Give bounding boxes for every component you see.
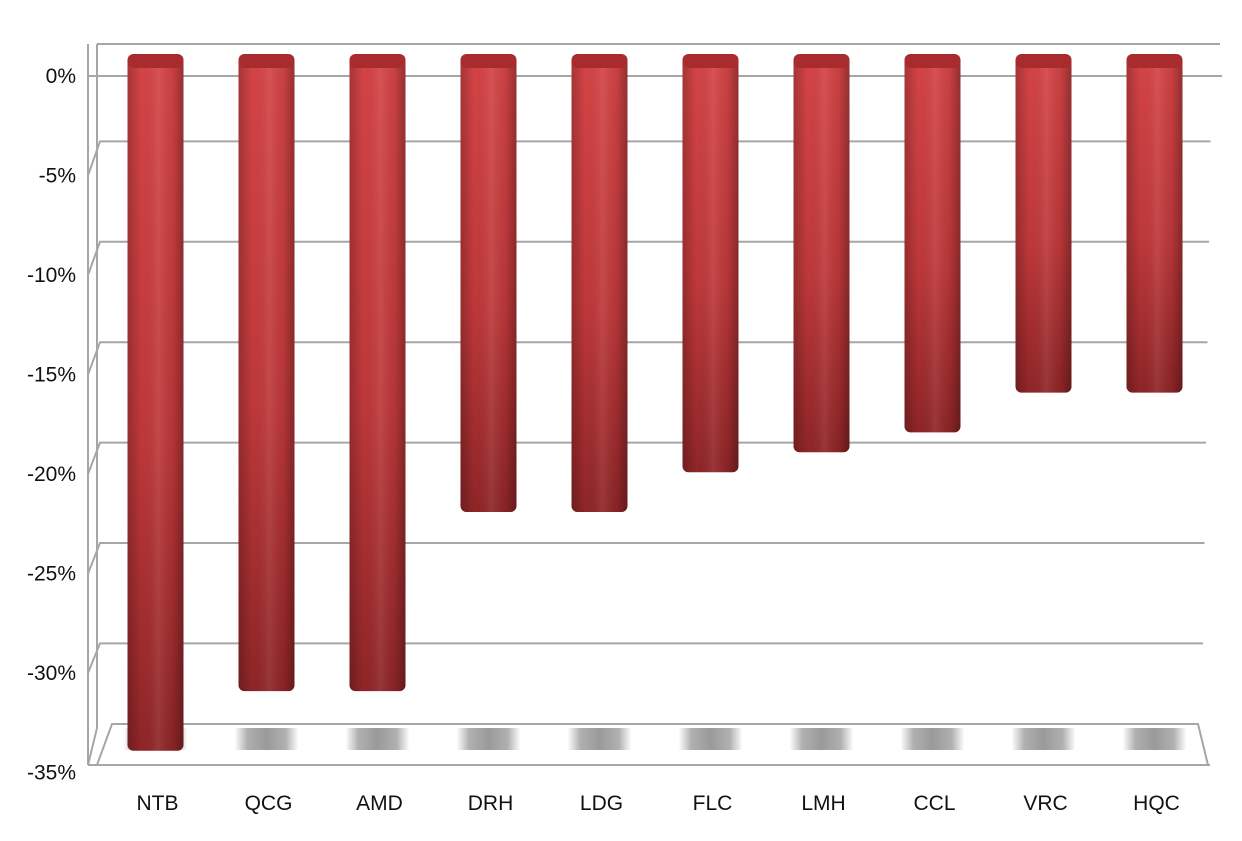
y-tick-label: 0%	[46, 65, 76, 88]
bar-cap	[904, 54, 961, 68]
y-tick-label: -35%	[27, 762, 76, 785]
bar-shading	[238, 56, 295, 692]
bar-shading	[682, 56, 739, 473]
bar	[793, 54, 850, 453]
bar-floor-shadow	[900, 728, 965, 750]
bar	[127, 54, 184, 751]
bar	[1015, 54, 1072, 393]
bar	[904, 54, 961, 433]
bar	[682, 54, 739, 473]
x-tick-label: LMH	[801, 792, 845, 815]
bar-cap	[238, 54, 295, 68]
y-tick-label: -25%	[27, 563, 76, 586]
bar	[460, 54, 517, 512]
bar-floor-shadow	[345, 728, 410, 750]
bar-shading	[904, 56, 961, 433]
x-tick-label: VRC	[1023, 792, 1067, 815]
bar-floor-shadow	[789, 728, 854, 750]
y-tick-label: -30%	[27, 662, 76, 685]
x-tick-label: NTB	[137, 792, 179, 815]
x-tick-label: DRH	[468, 792, 514, 815]
y-tick-label: -10%	[27, 264, 76, 287]
gridline	[87, 542, 1205, 574]
bar-shading	[571, 56, 628, 512]
bar-cap	[349, 54, 406, 68]
bar-shading	[127, 56, 184, 751]
bar-shading	[460, 56, 517, 512]
bar-cap	[1126, 54, 1183, 68]
y-tick-label: -20%	[27, 463, 76, 486]
bar	[238, 54, 295, 692]
x-tick-label: AMD	[356, 792, 403, 815]
x-tick-label: HQC	[1133, 792, 1180, 815]
bar-cap	[571, 54, 628, 68]
bar-floor-shadow	[456, 728, 521, 750]
x-tick-label: CCL	[913, 792, 955, 815]
x-tick-label: FLC	[693, 792, 733, 815]
bar-shading	[793, 56, 850, 453]
gridline	[87, 642, 1203, 674]
bar-floor-shadow	[234, 728, 299, 750]
y-tick-label: -5%	[39, 165, 76, 188]
x-tick-label: LDG	[580, 792, 623, 815]
bar-cap	[127, 54, 184, 68]
y-tick-label: -15%	[27, 364, 76, 387]
bar-cap	[460, 54, 517, 68]
bar-floor-shadow	[1011, 728, 1076, 750]
bar	[571, 54, 628, 512]
bar-cap	[1015, 54, 1072, 68]
bar-floor-shadow	[567, 728, 632, 750]
bar-floor-shadow	[678, 728, 743, 750]
left-wall-edge	[87, 44, 98, 766]
bar-cap	[682, 54, 739, 68]
bar-floor-shadow	[1122, 728, 1187, 750]
bar-cap	[793, 54, 850, 68]
bar-shading	[1015, 56, 1072, 393]
bar	[1126, 54, 1183, 393]
x-tick-label: QCG	[245, 792, 293, 815]
bar	[349, 54, 406, 692]
bar-shading	[349, 56, 406, 692]
bar-shading	[1126, 56, 1183, 393]
